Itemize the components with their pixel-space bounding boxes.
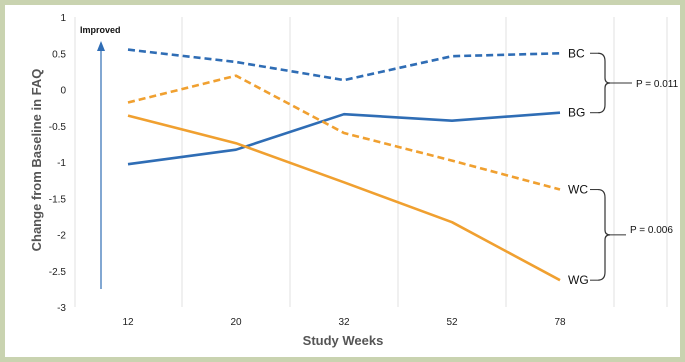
series-line-wg	[127, 114, 561, 282]
improved-label: Improved	[80, 25, 121, 35]
y-axis-title: Change from Baseline in FAQ	[29, 69, 44, 252]
x-tick-label: 78	[554, 317, 566, 328]
p-value-bc-bg: P = 0.011	[636, 79, 679, 90]
x-tick-label: 52	[446, 317, 458, 328]
series-line-bc	[127, 48, 561, 82]
x-axis-title: Study Weeks	[303, 333, 384, 348]
y-tick-label: -1	[57, 158, 66, 169]
x-tick-label: 12	[122, 317, 134, 328]
x-tick-label: 20	[230, 317, 242, 328]
y-tick-label: -3	[57, 303, 66, 314]
bracket-brace	[597, 52, 611, 114]
significance-brackets: P = 0.011 P = 0.006	[590, 52, 679, 281]
y-tick-label: 1	[60, 13, 66, 24]
y-tick-label: -2.5	[49, 267, 67, 278]
y-tick-label: -1.5	[49, 194, 67, 205]
improved-arrow-head	[97, 41, 105, 51]
series-label-bc: BC	[568, 46, 585, 60]
y-tick-label: -2	[57, 231, 66, 242]
p-value-wc-wg: P = 0.006	[630, 225, 673, 236]
series-label-bg: BG	[568, 106, 585, 120]
series-line-wc	[127, 74, 561, 191]
y-tick-labels: 1 0.5 0 -0.5 -1 -1.5 -2 -2.5 -3	[49, 13, 67, 314]
series-lines	[127, 48, 561, 282]
series-labels: BC BG WC WG	[568, 46, 589, 287]
series-label-wc: WC	[568, 183, 588, 197]
grid	[74, 17, 668, 307]
bracket-brace	[597, 188, 611, 281]
x-tick-labels: 12 20 32 52 78	[122, 317, 566, 328]
y-tick-label: 0	[60, 86, 66, 97]
y-tick-label: 0.5	[52, 49, 66, 60]
y-tick-label: -0.5	[49, 122, 67, 133]
improved-arrow: Improved	[80, 25, 121, 289]
series-label-wg: WG	[568, 273, 589, 287]
series-line-bg	[127, 111, 561, 166]
x-tick-label: 32	[338, 317, 350, 328]
